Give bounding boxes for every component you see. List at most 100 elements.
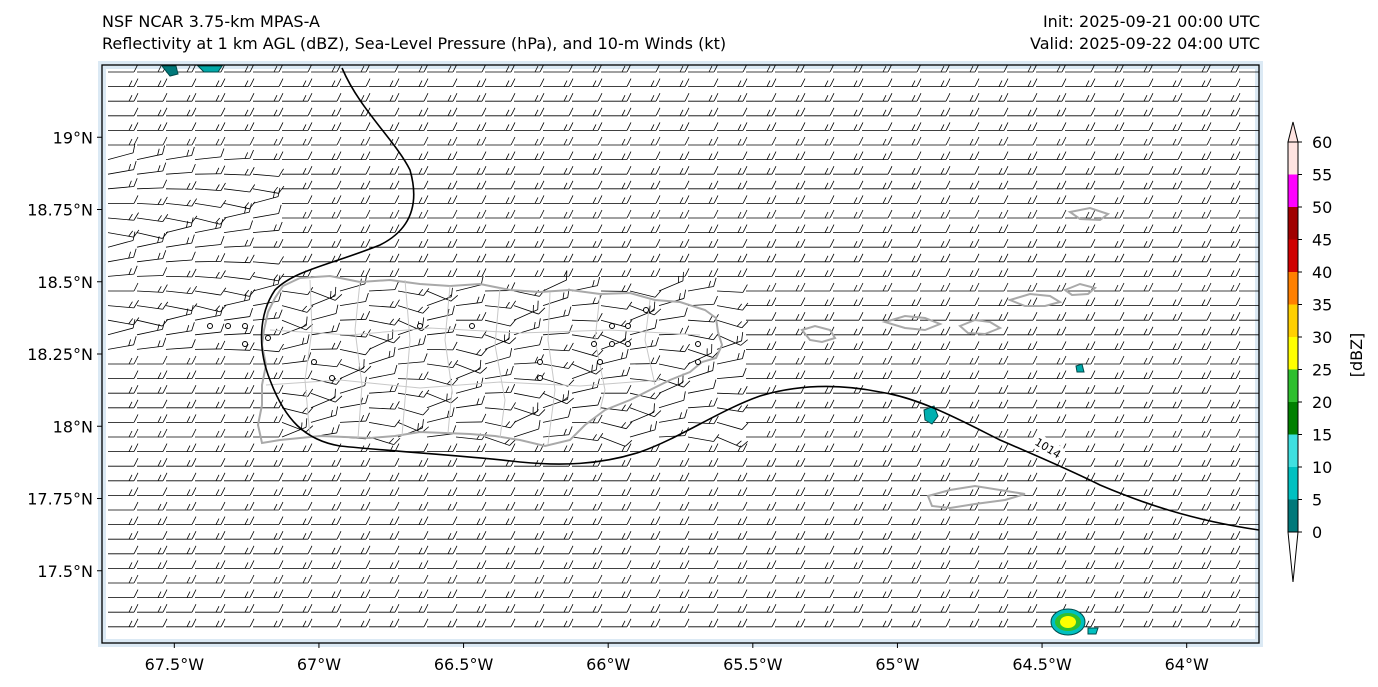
wind-barb bbox=[253, 443, 284, 453]
wind-barb bbox=[862, 472, 893, 482]
wind-barb bbox=[862, 545, 893, 555]
wind-barb bbox=[949, 166, 980, 175]
wind-barb bbox=[426, 407, 455, 423]
wind-barb bbox=[253, 107, 284, 117]
wind-barb bbox=[543, 93, 574, 102]
wind-barb bbox=[630, 618, 661, 628]
wind-barb bbox=[281, 305, 314, 313]
wind-barb bbox=[630, 604, 661, 613]
wind-barb bbox=[978, 341, 1009, 350]
wind-barb bbox=[1123, 239, 1154, 248]
wind-barb bbox=[949, 122, 980, 131]
wind-barb bbox=[978, 239, 1009, 248]
wind-barb bbox=[1036, 531, 1067, 540]
wind-barb bbox=[891, 458, 922, 467]
wind-barb bbox=[282, 545, 313, 555]
wind-barb bbox=[514, 107, 545, 117]
wind-barb bbox=[688, 501, 719, 511]
wind-barb bbox=[629, 391, 662, 400]
wind-barb bbox=[485, 239, 516, 248]
wind-barb bbox=[455, 359, 482, 379]
wind-barb bbox=[775, 545, 806, 555]
wind-barb bbox=[949, 618, 980, 628]
wind-barb bbox=[224, 472, 255, 482]
wind-barb bbox=[224, 428, 255, 438]
wind-barb bbox=[165, 163, 196, 175]
wind-barb bbox=[1065, 312, 1096, 321]
wind-barb bbox=[1123, 574, 1154, 584]
wind-barb bbox=[485, 487, 516, 496]
wind-barb bbox=[601, 385, 632, 394]
wind-barb bbox=[1065, 545, 1096, 555]
wind-barb bbox=[136, 284, 168, 293]
wind-barb bbox=[1210, 268, 1241, 277]
wind-barb bbox=[397, 335, 427, 350]
wind-barb bbox=[543, 78, 574, 87]
wind-barb bbox=[746, 501, 777, 511]
wind-barb bbox=[630, 268, 661, 277]
wind-barb bbox=[368, 299, 400, 308]
wind-barb bbox=[572, 604, 603, 613]
colorbar-tick-label: 60 bbox=[1312, 133, 1332, 152]
wind-barb bbox=[485, 545, 516, 555]
wind-barb bbox=[166, 93, 197, 102]
wind-barb bbox=[629, 355, 661, 365]
wind-barb bbox=[688, 443, 719, 453]
wind-barb bbox=[978, 355, 1009, 365]
wind-barb bbox=[542, 306, 572, 321]
wind-barb bbox=[600, 421, 633, 430]
colorbar-segment bbox=[1288, 402, 1298, 435]
wind-barb bbox=[311, 618, 342, 628]
wind-barb bbox=[688, 487, 719, 496]
wind-barb bbox=[398, 180, 429, 190]
wind-barb bbox=[1181, 326, 1212, 336]
wind-barb bbox=[195, 122, 226, 131]
wind-barb bbox=[629, 403, 655, 423]
wind-barb bbox=[223, 271, 256, 280]
wind-barb bbox=[688, 209, 719, 219]
wind-barb bbox=[1181, 560, 1212, 569]
wind-barb bbox=[369, 545, 400, 555]
wind-barb bbox=[252, 168, 284, 177]
wind-barb bbox=[282, 122, 313, 131]
wind-barb bbox=[194, 199, 227, 208]
wind-barb bbox=[1152, 253, 1183, 263]
wind-barb bbox=[862, 107, 893, 117]
wind-barb bbox=[833, 93, 864, 102]
wind-barb bbox=[514, 472, 545, 482]
wind-barb bbox=[833, 458, 864, 467]
wind-barb bbox=[1181, 239, 1212, 248]
wind-barb bbox=[891, 180, 922, 190]
wind-barb bbox=[601, 501, 632, 511]
wind-barb bbox=[949, 414, 980, 423]
wind-barb bbox=[775, 370, 806, 380]
wind-barb bbox=[137, 78, 168, 87]
wind-barb bbox=[485, 516, 516, 525]
wind-barb bbox=[1094, 589, 1125, 598]
wind-barb bbox=[920, 443, 951, 453]
wind-barb bbox=[1007, 78, 1038, 87]
wind-barb bbox=[1094, 545, 1125, 555]
wind-barb bbox=[282, 195, 313, 204]
wind-barb bbox=[1123, 341, 1154, 350]
wind-barb bbox=[1123, 195, 1154, 204]
wind-barb bbox=[833, 297, 864, 307]
wind-barb bbox=[339, 310, 371, 321]
wind-barb bbox=[165, 198, 198, 207]
wind-barb bbox=[1181, 385, 1212, 394]
wind-barb bbox=[253, 458, 284, 467]
wind-barb bbox=[398, 531, 429, 540]
colorbar-extend-min bbox=[1287, 531, 1299, 583]
wind-barb bbox=[397, 288, 430, 296]
station-circle bbox=[695, 359, 701, 365]
wind-barb bbox=[1239, 319, 1259, 321]
wind-barb bbox=[339, 376, 367, 394]
wind-barb bbox=[340, 618, 371, 628]
wind-barb bbox=[1152, 195, 1183, 204]
wind-barb bbox=[920, 385, 951, 394]
wind-barb bbox=[310, 304, 339, 321]
wind-barb bbox=[194, 340, 226, 350]
wind-barb bbox=[1123, 166, 1154, 175]
wind-barb bbox=[485, 151, 516, 161]
wind-barb bbox=[891, 385, 922, 394]
